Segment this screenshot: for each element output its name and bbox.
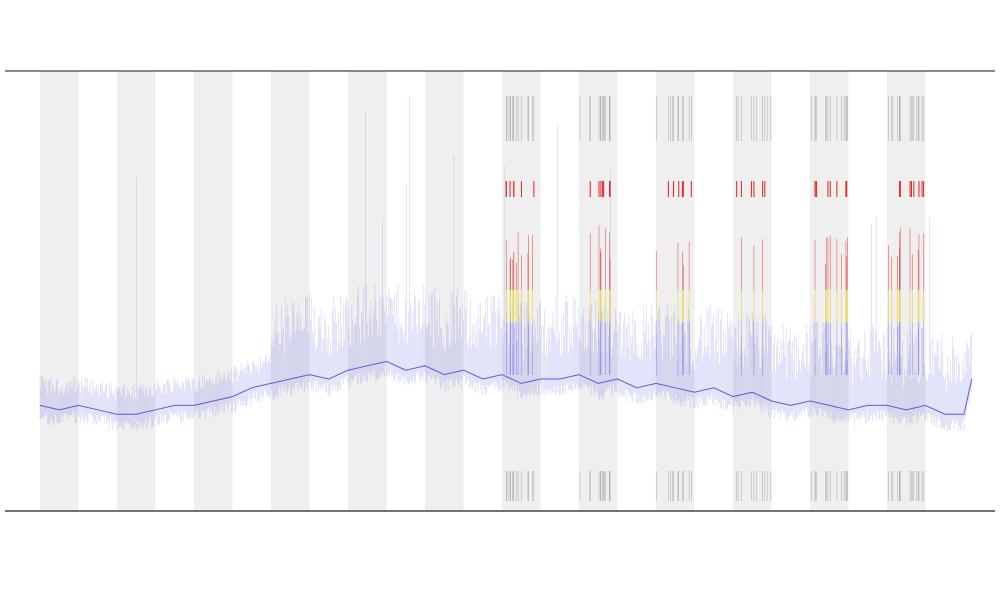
series-noise bbox=[39, 96, 972, 432]
night-band bbox=[733, 71, 772, 511]
night-band bbox=[194, 71, 233, 511]
night-band bbox=[271, 71, 310, 511]
night-band bbox=[348, 71, 387, 511]
night-band bbox=[40, 71, 79, 511]
night-band bbox=[579, 71, 618, 511]
night-band bbox=[425, 71, 464, 511]
event-markers bbox=[505, 96, 925, 501]
night-band bbox=[656, 71, 695, 511]
night-band bbox=[117, 71, 156, 511]
night-bands bbox=[40, 71, 926, 511]
night-band bbox=[810, 71, 849, 511]
axes bbox=[5, 70, 995, 512]
series-lines bbox=[39, 360, 973, 415]
series-line bbox=[39, 360, 973, 415]
